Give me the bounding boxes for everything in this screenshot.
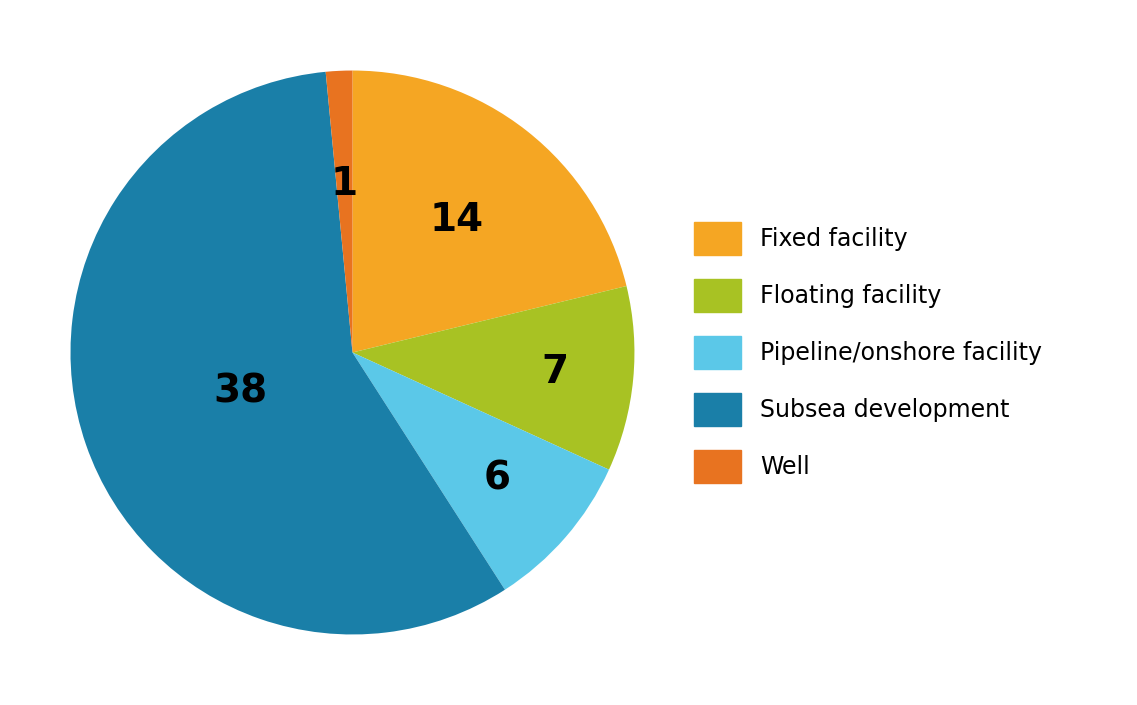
Text: 1: 1 bbox=[331, 164, 358, 202]
Text: 38: 38 bbox=[214, 372, 267, 410]
Wedge shape bbox=[352, 286, 634, 470]
Wedge shape bbox=[352, 70, 626, 352]
Wedge shape bbox=[70, 72, 505, 634]
Wedge shape bbox=[325, 70, 352, 352]
Legend: Fixed facility, Floating facility, Pipeline/onshore facility, Subsea development: Fixed facility, Floating facility, Pipel… bbox=[694, 222, 1043, 483]
Wedge shape bbox=[352, 352, 609, 589]
Text: 6: 6 bbox=[484, 459, 511, 497]
Text: 14: 14 bbox=[430, 200, 484, 238]
Text: 7: 7 bbox=[541, 352, 568, 391]
